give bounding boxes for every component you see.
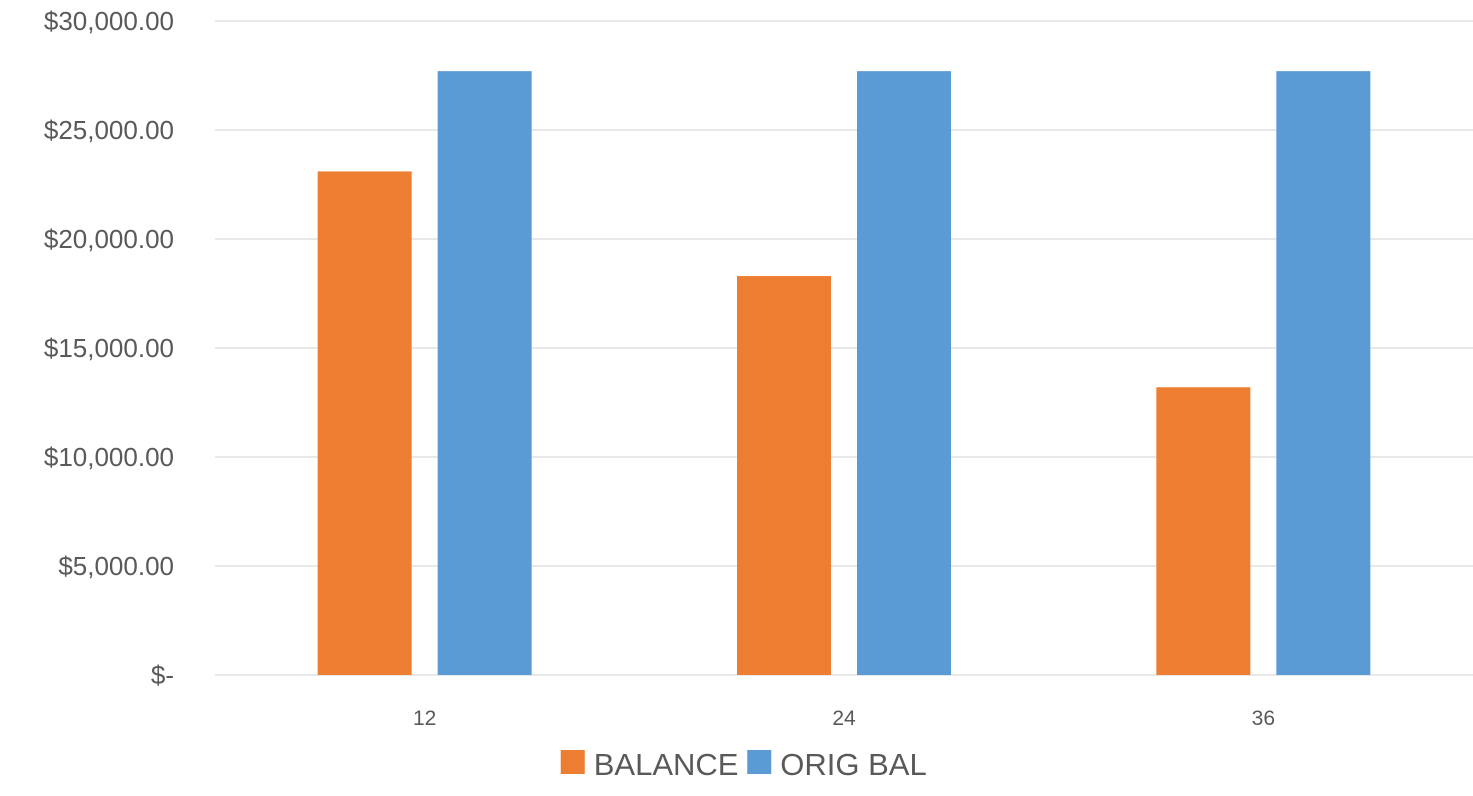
bar-orig-bal-24	[857, 71, 951, 675]
bar-orig-bal-12	[437, 71, 532, 675]
x-tick-label: 12	[413, 707, 436, 730]
legend-swatch-balance	[560, 750, 585, 774]
y-tick-label: $5,000.00	[58, 551, 174, 581]
y-tick-label: $10,000.00	[44, 442, 174, 472]
legend-swatch-orig-bal	[747, 750, 772, 774]
bar-orig-bal-36	[1276, 71, 1371, 675]
legend-label: ORIG BAL	[780, 747, 926, 782]
y-tick-label: $25,000.00	[44, 115, 174, 145]
y-tick-label: $20,000.00	[44, 224, 174, 254]
bar-balance-12	[317, 171, 412, 676]
bar-balance-24	[737, 276, 831, 675]
y-tick-label: $15,000.00	[44, 333, 174, 363]
y-tick-label: $30,000.00	[44, 6, 174, 36]
x-tick-label: 24	[832, 707, 856, 730]
x-tick-label: 36	[1252, 707, 1275, 730]
y-tick-label: $-	[151, 660, 174, 690]
bar-balance-36	[1156, 387, 1251, 675]
legend-label: BALANCE	[594, 747, 739, 782]
